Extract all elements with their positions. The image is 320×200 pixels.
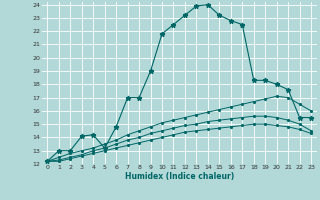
X-axis label: Humidex (Indice chaleur): Humidex (Indice chaleur): [124, 172, 234, 181]
